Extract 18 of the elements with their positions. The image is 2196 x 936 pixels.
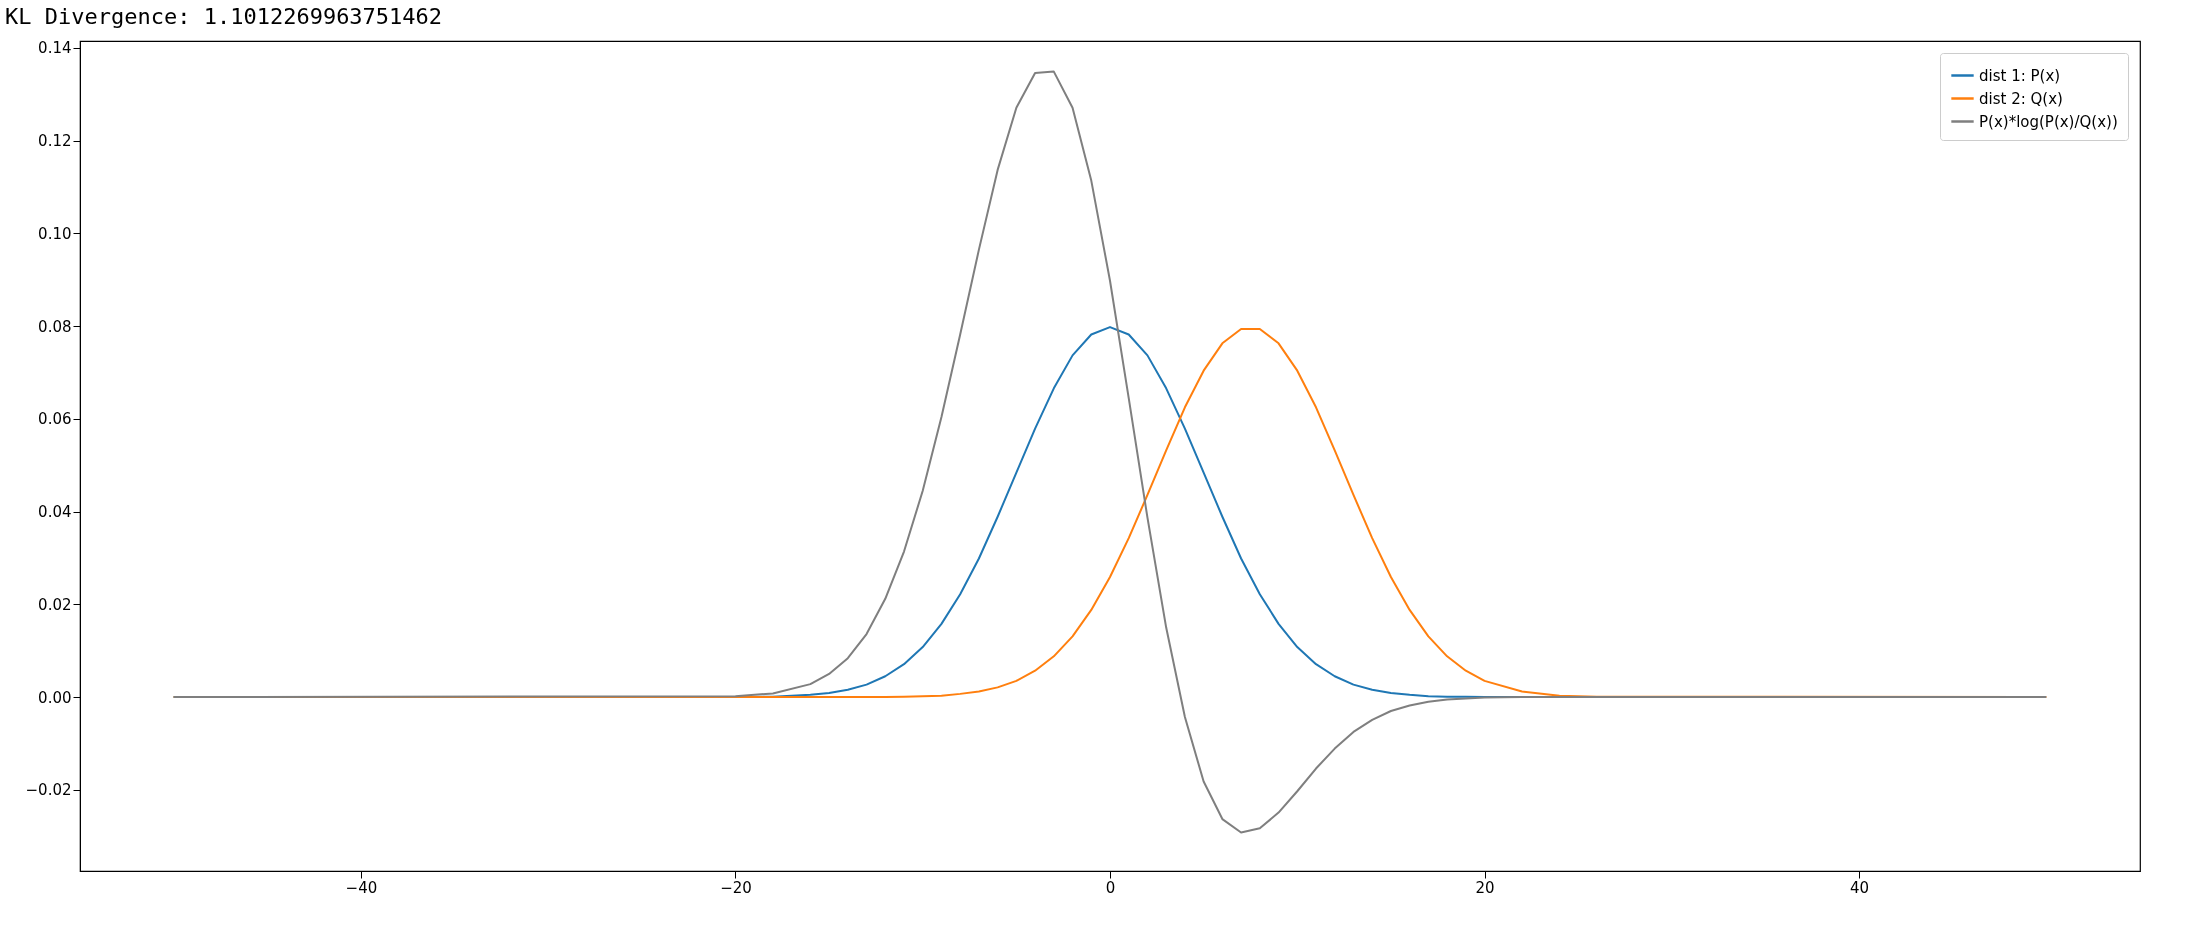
legend-label: P(x)*log(P(x)/Q(x)) xyxy=(1979,112,2118,131)
y-tick-label: 0.12 xyxy=(38,132,72,151)
y-tick-label: −0.02 xyxy=(25,781,72,800)
y-tick-label: 0.14 xyxy=(38,39,72,58)
x-tick-label: −40 xyxy=(345,878,378,897)
y-tick-label: 0.08 xyxy=(38,317,72,336)
legend-label: dist 2: Q(x) xyxy=(1979,89,2063,108)
x-tick-label: −20 xyxy=(720,878,752,897)
x-tick-label: 40 xyxy=(1850,878,1870,897)
x-tick-label: 20 xyxy=(1475,878,1495,897)
x-tick-label: 0 xyxy=(1105,878,1116,897)
y-tick-label: 0.02 xyxy=(38,595,72,614)
y-tick-label: 0.10 xyxy=(38,224,72,243)
y-tick-label: 0.06 xyxy=(38,410,72,429)
y-tick-label: 0.00 xyxy=(38,688,72,707)
legend-label: dist 1: P(x) xyxy=(1979,66,2061,85)
chart-title: KL Divergence: 1.1012269963751462 xyxy=(5,3,443,29)
y-tick-label: 0.04 xyxy=(38,503,72,522)
